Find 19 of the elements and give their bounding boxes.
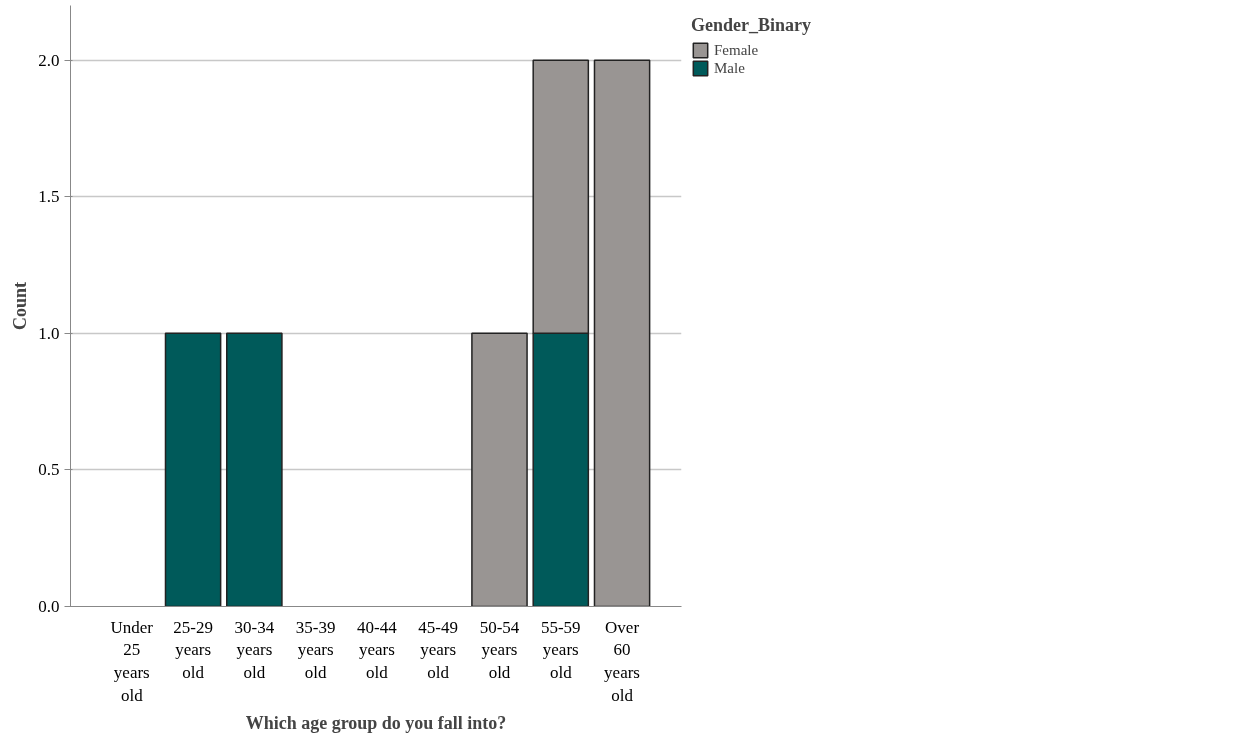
x-tick-label: 50-54 years old [479,617,520,683]
x-axis-title: Which age group do you fall into? [245,712,507,733]
legend-title: Gender_Binary [691,15,811,36]
x-tick-label: Under 25 years old [110,617,154,705]
y-tick-label: 0.5 [38,460,60,480]
x-tick-label: 45-49 years old [418,617,459,683]
y-tick-label: 1.0 [38,323,60,343]
x-tick-label: 40-44 years old [357,617,398,683]
legend-label: Female [714,41,759,59]
x-tick-label: 35-39 years old [295,617,336,683]
y-tick-label: 1.5 [38,187,60,207]
x-tick-label: 25-29 years old [173,617,213,683]
y-axis-title: Count [10,281,31,331]
x-tick-label: 30-34 years old [234,617,275,683]
x-tick-label: 55-59 years old [540,617,581,683]
legend-label: Male [714,59,745,77]
y-tick-label: 0.0 [38,597,60,616]
y-tick-label: 2.0 [38,50,60,70]
x-tick-label: Over 60 years old [604,617,640,705]
